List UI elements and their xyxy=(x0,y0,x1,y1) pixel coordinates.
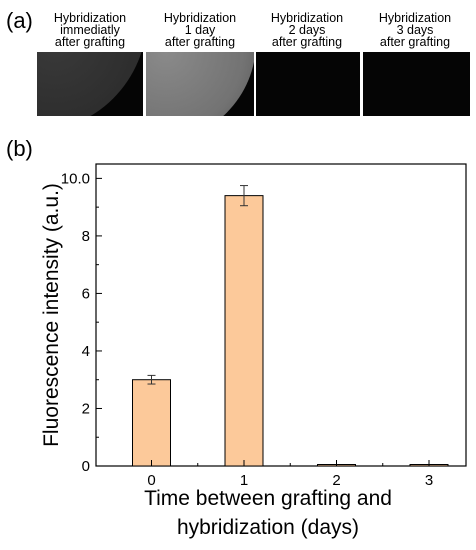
image-title-line: Hybridization xyxy=(163,11,237,25)
micrograph-3-days xyxy=(363,52,470,116)
panel-b-label: (b) xyxy=(6,136,33,161)
image-title-line: Hybridization xyxy=(270,11,344,25)
x-axis-label-line-1: Time between grafting and xyxy=(144,487,392,510)
image-title-line: immediatly xyxy=(60,23,120,37)
image-title-0: Hybridization immediatly after grafting xyxy=(35,11,145,49)
x-tick-label: 2 xyxy=(332,472,340,489)
x-axis-label-line-2: hybridization (days) xyxy=(177,516,359,539)
y-tick-label: 10.0 xyxy=(61,170,90,187)
image-title-3: Hybridization 3 days after grafting xyxy=(360,11,470,49)
bar-0 xyxy=(132,379,171,467)
image-title-line: after grafting xyxy=(271,35,343,49)
y-tick-label: 0 xyxy=(82,458,90,475)
image-title-line: 1 day xyxy=(184,23,216,37)
x-tick-label: 0 xyxy=(147,472,155,489)
image-title-1: Hybridization 1 day after grafting xyxy=(145,11,255,49)
image-title-line: 2 days xyxy=(288,23,326,37)
y-tick-label: 8 xyxy=(82,228,90,245)
bar-1 xyxy=(224,195,264,467)
micrograph-2-days xyxy=(256,52,360,116)
x-tick-label: 1 xyxy=(240,472,248,489)
y-tick-label: 2 xyxy=(82,400,90,417)
y-tick-label: 6 xyxy=(82,285,90,302)
image-title-line: Hybridization xyxy=(378,11,452,25)
image-title-line: after grafting xyxy=(164,35,236,49)
image-title-line: after grafting xyxy=(379,35,451,49)
y-tick-label: 4 xyxy=(82,343,90,360)
micrograph-1-day xyxy=(146,52,254,116)
image-title-line: Hybridization xyxy=(53,11,127,25)
plot-frame xyxy=(95,163,467,467)
y-axis-label: Fluorescence intensity (a.u.) xyxy=(40,183,63,447)
panel-a-label: (a) xyxy=(6,8,33,33)
image-title-line: 3 days xyxy=(396,23,434,37)
micrograph-immediate xyxy=(37,52,143,116)
image-title-2: Hybridization 2 days after grafting xyxy=(252,11,362,49)
image-title-line: after grafting xyxy=(54,35,126,49)
x-tick-label: 3 xyxy=(425,472,433,489)
